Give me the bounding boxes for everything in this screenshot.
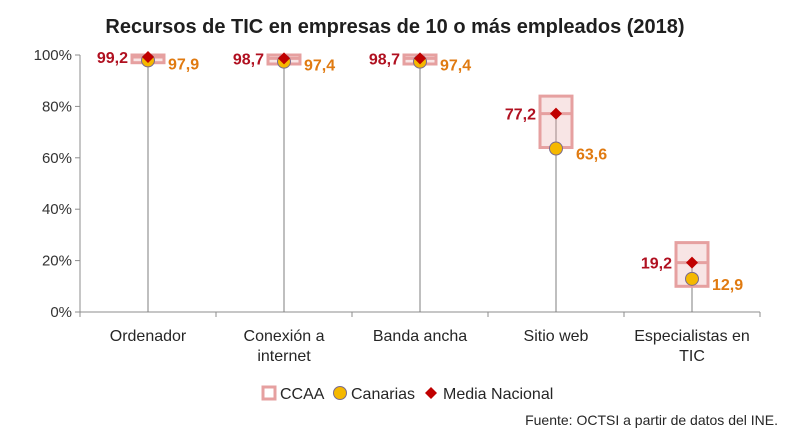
- category-group: 77,2 63,6: [505, 94, 607, 312]
- y-tick-label: 0%: [50, 304, 72, 321]
- canarias-value-label: 97,4: [440, 58, 471, 75]
- canarias-point: [549, 141, 563, 156]
- chart-marks: 99,2 97,9 98,7 97,4 98,7 97,4 77,2 63,6 19,2 12,9: [97, 50, 743, 312]
- y-tick-label: 100%: [34, 47, 72, 64]
- legend: CCAA Canarias Media Nacional: [261, 385, 553, 403]
- media-nacional-point: [550, 107, 562, 120]
- legend-swatch-ccaa: [261, 385, 277, 401]
- x-category-label: Sitio web: [524, 328, 589, 345]
- x-category-label: Especialistas en: [634, 328, 750, 345]
- y-tick-label: 40%: [42, 201, 72, 218]
- media-nacional-value-label: 77,2: [505, 107, 536, 124]
- media-nacional-point: [142, 51, 154, 64]
- canarias-point: [685, 271, 699, 286]
- y-axis-ticks: 0% 20% 40% 60% 80% 100%: [34, 47, 80, 321]
- canarias-value-label: 12,9: [712, 277, 743, 294]
- y-tick-label: 80%: [42, 98, 72, 115]
- legend-swatch-canarias: [333, 386, 347, 400]
- category-group: 98,7 97,4: [233, 51, 335, 312]
- x-category-label: Banda ancha: [373, 328, 467, 345]
- media-nacional-point: [414, 52, 426, 65]
- x-category-label: Ordenador: [110, 328, 187, 345]
- y-tick-label: 20%: [42, 253, 72, 270]
- media-nacional-point: [278, 52, 290, 65]
- legend-label-ccaa: CCAA: [280, 386, 325, 403]
- media-nacional-point: [686, 256, 698, 269]
- y-tick-label: 60%: [42, 150, 72, 167]
- ccaa-range-box: [538, 94, 574, 150]
- category-group: 19,2 12,9: [641, 241, 743, 312]
- x-category-label: Conexión a: [244, 328, 325, 345]
- media-nacional-value-label: 19,2: [641, 256, 672, 273]
- media-nacional-value-label: 98,7: [233, 51, 264, 68]
- legend-swatch-media-nacional: [425, 387, 437, 399]
- legend-label-canarias: Canarias: [351, 386, 415, 403]
- legend-label-media-nacional: Media Nacional: [443, 386, 553, 403]
- canarias-value-label: 97,9: [168, 56, 199, 73]
- x-axis-categories: Ordenador Conexión a internet Banda ancha Si…: [79, 312, 761, 365]
- x-category-label: TIC: [679, 348, 705, 365]
- canarias-value-label: 63,6: [576, 147, 607, 164]
- category-group: 99,2 97,9: [97, 50, 199, 312]
- x-category-label: internet: [257, 348, 311, 365]
- category-group: 98,7 97,4: [369, 51, 471, 312]
- chart-title: Recursos de TIC en empresas de 10 o más …: [105, 16, 684, 38]
- canarias-value-label: 97,4: [304, 58, 335, 75]
- source-note: Fuente: OCTSI a partir de datos del INE.: [525, 412, 778, 428]
- media-nacional-value-label: 99,2: [97, 50, 128, 67]
- media-nacional-value-label: 98,7: [369, 51, 400, 68]
